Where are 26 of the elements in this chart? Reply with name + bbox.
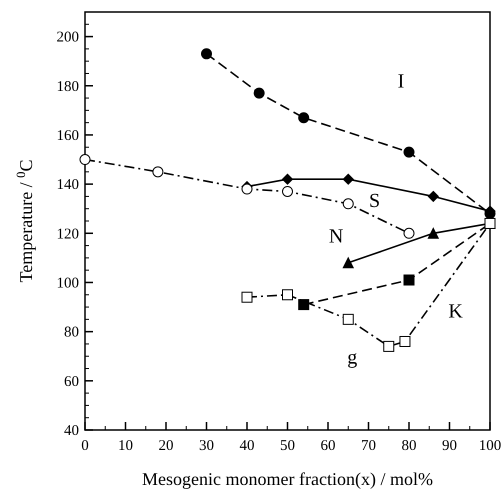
x-tick-label: 60 — [320, 438, 336, 454]
x-tick-label: 30 — [199, 438, 214, 454]
y-tick-label: 120 — [56, 226, 79, 242]
x-tick-label: 0 — [81, 438, 89, 454]
x-tick-label: 90 — [442, 438, 457, 454]
x-tick-label: 50 — [280, 438, 295, 454]
y-tick-label: 160 — [56, 128, 79, 144]
annotation: g — [347, 346, 358, 369]
x-tick-label: 70 — [361, 438, 376, 454]
y-tick-label: 80 — [64, 324, 79, 341]
annotation: N — [328, 225, 344, 248]
annotation: I — [398, 70, 404, 93]
y-tick-label: 60 — [64, 374, 79, 390]
y-tick-label: 100 — [56, 275, 79, 292]
y-tick-label: 200 — [56, 30, 79, 46]
x-tick-label: 10 — [118, 438, 133, 454]
y-tick-label: 40 — [64, 423, 79, 439]
x-tick-label: 40 — [240, 438, 254, 454]
x-tick-label: 80 — [402, 438, 416, 454]
annotation: S — [369, 190, 380, 212]
x-tick-label: 20 — [158, 438, 174, 454]
annotation: K — [448, 300, 464, 323]
x-tick-label: 100 — [478, 438, 502, 454]
y-tick-label: 180 — [56, 78, 79, 95]
x-axis-title: Mesogenic monomer fraction(x) / mol% — [142, 469, 433, 489]
y-tick-label: 140 — [56, 177, 79, 194]
